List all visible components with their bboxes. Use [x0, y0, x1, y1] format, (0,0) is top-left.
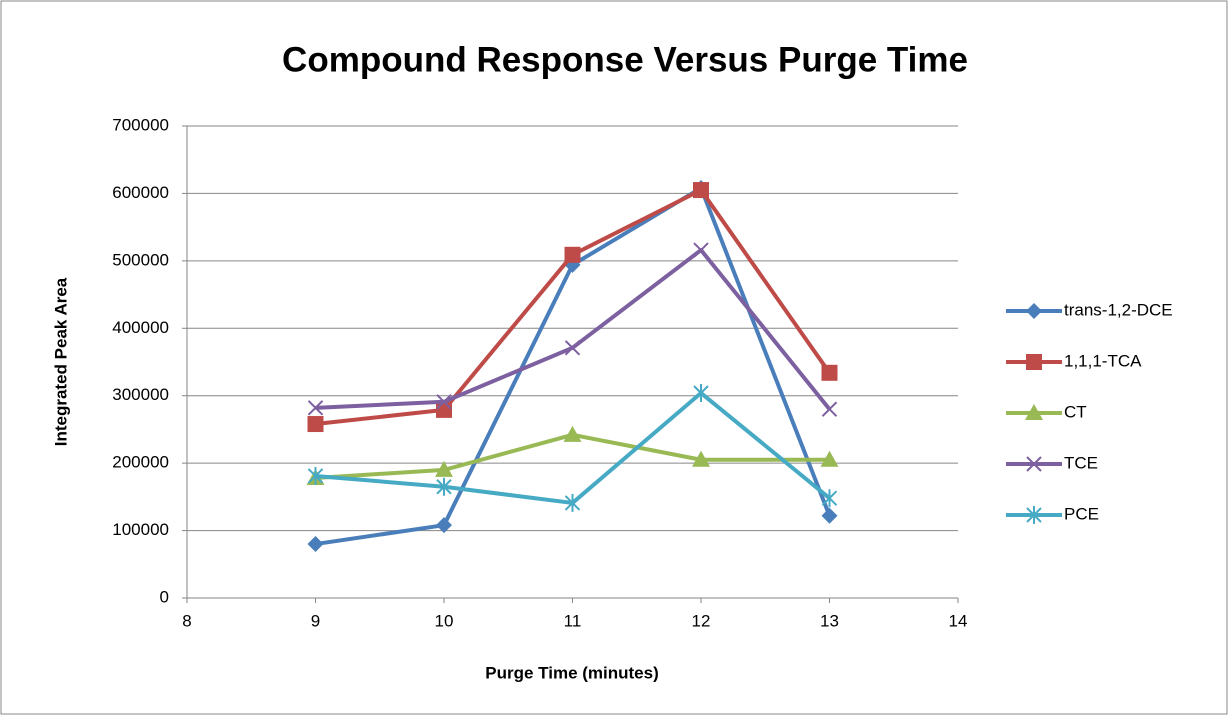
x-tick-label: 14 [949, 611, 968, 630]
x-tick-label: 9 [311, 611, 320, 630]
x-tick-label: 12 [692, 611, 711, 630]
data-point [307, 466, 324, 485]
data-point [436, 517, 452, 534]
legend-label: PCE [1064, 504, 1099, 523]
data-point [436, 477, 452, 496]
y-tick-label: 700000 [112, 115, 169, 134]
legend-marker [1026, 303, 1042, 319]
legend-label: CT [1064, 402, 1087, 421]
chart-title: Compound Response Versus Purge Time [282, 40, 968, 79]
data-point [307, 416, 324, 433]
legend-marker [1026, 456, 1042, 472]
legend-label: TCE [1064, 453, 1098, 472]
data-point [821, 364, 838, 381]
x-tick-label: 13 [820, 611, 839, 630]
y-tick-label: 200000 [112, 453, 169, 472]
y-tick-label: 500000 [112, 250, 169, 269]
data-point [820, 450, 839, 467]
y-tick-label: 300000 [112, 385, 169, 404]
y-tick-label: 0 [160, 587, 169, 606]
y-tick-label: 600000 [112, 183, 169, 202]
data-point [436, 401, 452, 418]
data-point [564, 493, 581, 512]
data-point [307, 536, 324, 553]
legend-marker [1026, 506, 1042, 524]
x-tick-label: 10 [435, 611, 454, 630]
legend-marker [1025, 404, 1043, 420]
data-point [435, 460, 453, 477]
data-point [821, 489, 838, 508]
legend-label: trans-1,2-DCE [1064, 300, 1173, 319]
y-tick-label: 100000 [112, 520, 169, 539]
data-point [563, 425, 582, 442]
data-point [693, 384, 709, 403]
data-point [692, 450, 710, 467]
data-point [564, 246, 581, 263]
y-axis-title: Integrated Peak Area [51, 277, 70, 446]
x-axis-title: Purge Time (minutes) [485, 663, 659, 682]
x-tick-label: 8 [182, 611, 191, 630]
y-tick-label: 400000 [112, 318, 169, 337]
data-point [693, 182, 709, 199]
legend-label: 1,1,1-TCA [1064, 351, 1142, 370]
x-tick-label: 11 [564, 611, 582, 630]
data-point [436, 394, 452, 410]
data-point [307, 400, 324, 416]
legend-marker [1026, 354, 1042, 370]
data-point [693, 242, 709, 258]
data-point [821, 507, 838, 524]
data-point [821, 401, 838, 417]
data-point [564, 340, 581, 356]
